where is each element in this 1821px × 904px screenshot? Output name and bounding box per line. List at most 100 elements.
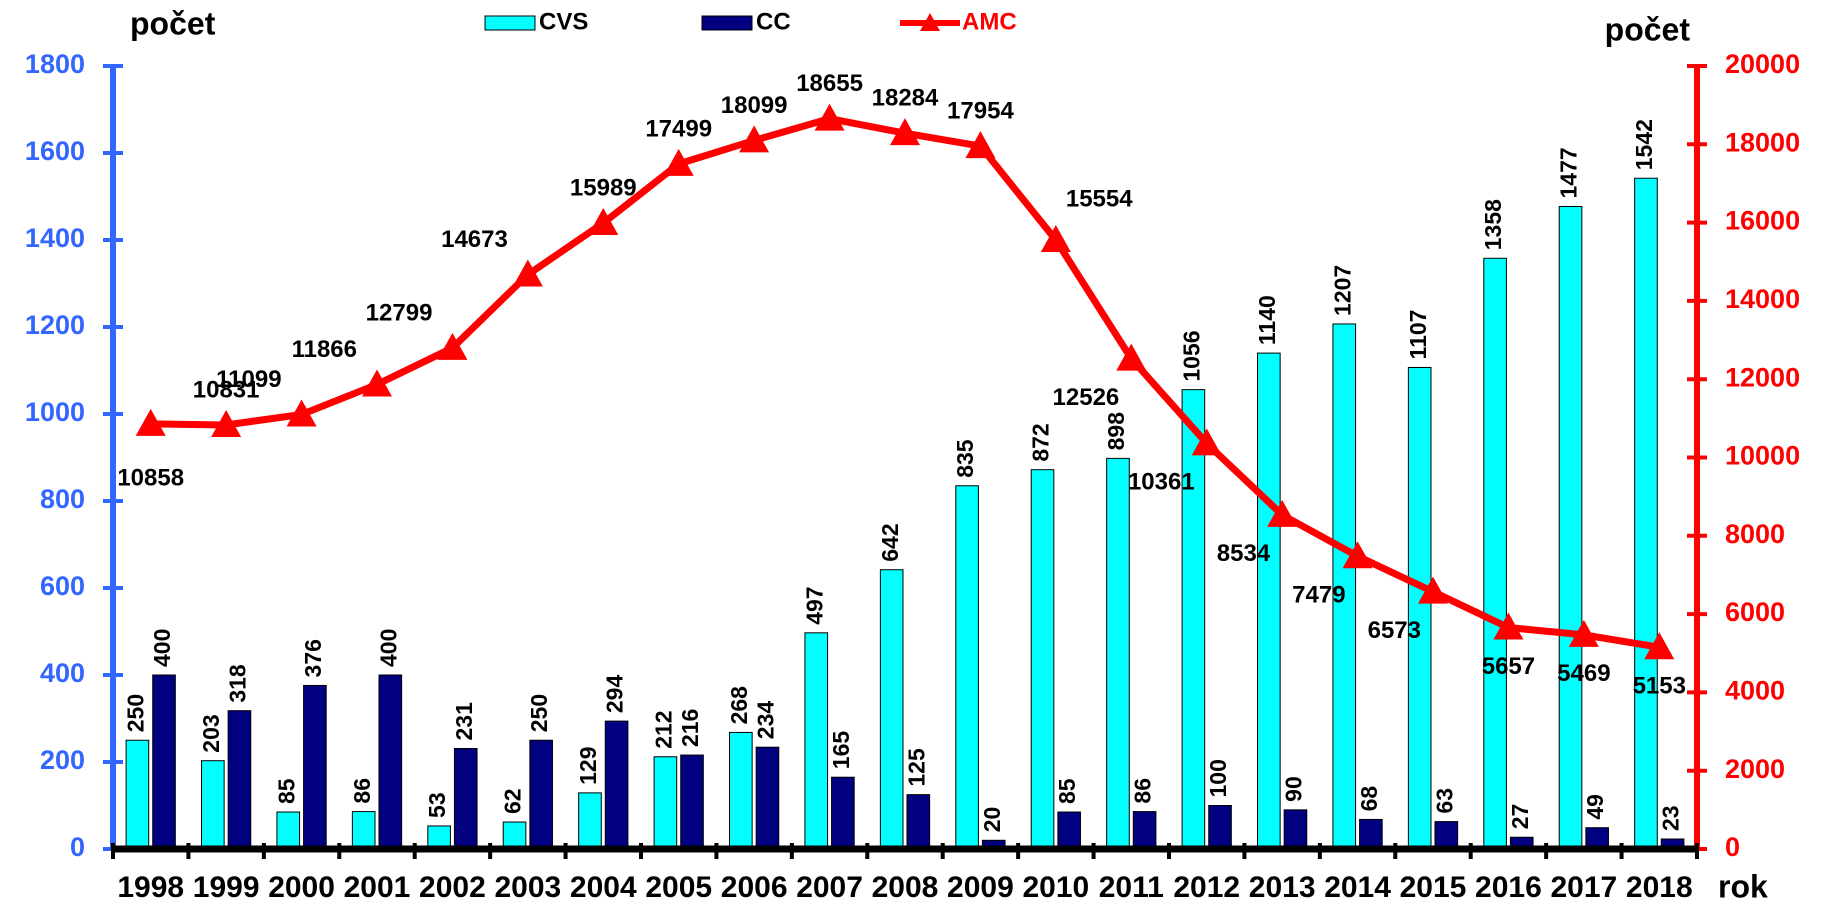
y-tick-label: 1200 bbox=[25, 310, 85, 340]
line-marker bbox=[965, 131, 996, 159]
line-value-label: 11866 bbox=[292, 336, 357, 363]
bar-value-label: 129 bbox=[575, 747, 601, 785]
line-marker bbox=[211, 409, 242, 437]
bar-value-label: 23 bbox=[1658, 805, 1684, 831]
bar-value-label: 1140 bbox=[1254, 295, 1280, 345]
y-axis-title: počet bbox=[130, 5, 216, 41]
line-value-label: 10858 bbox=[117, 464, 184, 491]
bar-value-label: 497 bbox=[801, 586, 827, 624]
x-tick-label: 2002 bbox=[419, 871, 486, 904]
bar-value-label: 1107 bbox=[1405, 310, 1431, 360]
bar bbox=[1634, 177, 1658, 850]
bar-value-label: 86 bbox=[349, 778, 375, 804]
x-tick-label: 2008 bbox=[872, 871, 939, 904]
legend-swatch bbox=[920, 13, 940, 31]
y2-tick-label: 14000 bbox=[1725, 284, 1800, 314]
line-value-label: 14673 bbox=[441, 226, 508, 253]
line-value-label: 18099 bbox=[721, 92, 788, 119]
bar bbox=[804, 632, 829, 850]
x-tick-label: 2007 bbox=[796, 871, 863, 904]
bar bbox=[502, 821, 527, 850]
x-tick-label: 1998 bbox=[117, 871, 184, 904]
bar bbox=[1558, 206, 1583, 850]
x-tick-label: 2016 bbox=[1475, 871, 1542, 904]
line-marker bbox=[890, 118, 920, 146]
bar bbox=[680, 754, 704, 850]
bar bbox=[729, 731, 753, 850]
line-value-label: 15554 bbox=[1066, 185, 1133, 212]
bar bbox=[604, 720, 629, 850]
line-value-label: 18284 bbox=[872, 85, 939, 112]
line-value-label: 12799 bbox=[366, 299, 433, 326]
bar bbox=[453, 748, 478, 850]
bar-value-label: 1207 bbox=[1329, 265, 1355, 316]
line-marker bbox=[1267, 499, 1298, 527]
x-tick-label: 2009 bbox=[947, 871, 1014, 904]
line-value-label: 5469 bbox=[1557, 660, 1610, 687]
bar bbox=[755, 746, 780, 850]
y2-tick-label: 12000 bbox=[1725, 362, 1800, 392]
bar-value-label: 1542 bbox=[1631, 119, 1657, 170]
y2-tick-label: 18000 bbox=[1725, 127, 1800, 157]
legend-label: CVS bbox=[539, 8, 588, 35]
x-tick-label: 2005 bbox=[645, 871, 712, 904]
bar-value-label: 165 bbox=[828, 731, 854, 770]
bar-value-label: 1477 bbox=[1556, 147, 1582, 198]
bar-value-label: 234 bbox=[753, 701, 779, 740]
line-marker bbox=[437, 332, 468, 360]
bar-value-label: 49 bbox=[1582, 794, 1608, 820]
line-value-label: 8534 bbox=[1217, 540, 1271, 567]
bar-value-label: 86 bbox=[1130, 778, 1156, 804]
line-value-label: 12526 bbox=[1053, 384, 1120, 411]
bar-value-label: 231 bbox=[451, 702, 477, 741]
bar-value-label: 100 bbox=[1205, 759, 1231, 797]
y-tick-label: 1000 bbox=[25, 397, 85, 427]
bar bbox=[201, 760, 225, 850]
line-value-label: 17954 bbox=[947, 97, 1014, 124]
line-value-label: 11099 bbox=[216, 366, 281, 393]
bar-value-label: 400 bbox=[375, 629, 401, 667]
x-tick-label: 2004 bbox=[570, 871, 637, 904]
x-tick-label: 1999 bbox=[193, 871, 260, 904]
bar-value-label: 642 bbox=[877, 523, 903, 561]
bar bbox=[1208, 805, 1232, 850]
bar bbox=[906, 794, 931, 850]
bar bbox=[1407, 366, 1432, 850]
bar-value-label: 376 bbox=[300, 639, 326, 677]
line-value-label: 5657 bbox=[1482, 653, 1535, 680]
bar bbox=[351, 811, 376, 850]
y2-axis-title: počet bbox=[1605, 11, 1691, 47]
line-marker bbox=[135, 408, 166, 436]
bar bbox=[529, 739, 553, 850]
line-value-label: 10361 bbox=[1128, 469, 1195, 496]
x-tick-label: 2014 bbox=[1324, 871, 1391, 904]
bar bbox=[1359, 818, 1383, 850]
y2-tick-label: 2000 bbox=[1725, 754, 1785, 784]
line-value-label: 7479 bbox=[1292, 582, 1345, 609]
y2-tick-label: 8000 bbox=[1725, 519, 1785, 549]
legend-swatch bbox=[484, 15, 536, 31]
bar bbox=[227, 710, 252, 850]
bar-value-label: 212 bbox=[650, 710, 676, 748]
bar-value-label: 62 bbox=[500, 788, 526, 814]
bar-value-label: 53 bbox=[424, 792, 450, 818]
bar-value-label: 216 bbox=[677, 709, 703, 747]
bar bbox=[1030, 469, 1055, 850]
bar bbox=[1106, 457, 1130, 850]
line-marker bbox=[1191, 428, 1222, 456]
line-value-label: 10831 bbox=[193, 376, 260, 403]
bar-value-label: 318 bbox=[225, 664, 251, 703]
y2-tick-label: 10000 bbox=[1725, 441, 1800, 471]
y2-tick-label: 20000 bbox=[1725, 49, 1800, 79]
x-tick-label: 2012 bbox=[1173, 871, 1240, 904]
line-marker bbox=[1116, 343, 1147, 371]
line-value-label: 18655 bbox=[796, 70, 863, 97]
bar-value-label: 294 bbox=[602, 675, 628, 714]
bar bbox=[152, 674, 176, 850]
bar bbox=[1434, 821, 1459, 850]
line-marker bbox=[286, 399, 317, 427]
bar-value-label: 1056 bbox=[1178, 330, 1204, 381]
x-tick-label: 2018 bbox=[1626, 871, 1693, 904]
x-tick-label: 2003 bbox=[494, 871, 561, 904]
